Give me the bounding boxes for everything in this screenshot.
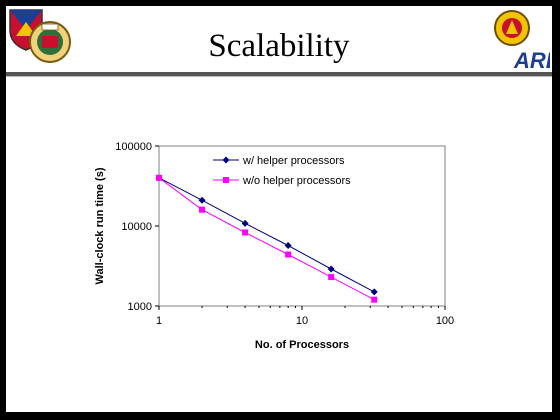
data-point-square bbox=[199, 206, 206, 213]
y-tick-label: 10000 bbox=[121, 221, 152, 233]
title-divider-shadow bbox=[6, 76, 552, 77]
legend-marker-square bbox=[223, 177, 229, 183]
legend-marker-diamond bbox=[222, 156, 230, 164]
data-point-square bbox=[156, 174, 162, 181]
data-point-square bbox=[285, 251, 292, 258]
y-tick-label: 100000 bbox=[115, 141, 152, 153]
army-research-lab-logo: ARL bbox=[494, 10, 550, 70]
slide: Scalability ARL bbox=[6, 6, 552, 412]
data-point-square bbox=[328, 274, 335, 281]
data-point-diamond bbox=[284, 242, 292, 250]
data-point-diamond bbox=[241, 219, 249, 227]
arl-logo-text: ARL bbox=[513, 48, 550, 70]
data-point-diamond bbox=[198, 196, 206, 204]
x-tick-label: 100 bbox=[436, 315, 454, 327]
data-point-diamond bbox=[327, 265, 335, 273]
x-axis-title: No. of Processors bbox=[255, 339, 349, 351]
slide-title: Scalability bbox=[208, 28, 350, 64]
data-point-square bbox=[371, 296, 378, 303]
y-tick-label: 1000 bbox=[128, 301, 152, 313]
plot-area bbox=[158, 145, 446, 307]
x-tick-label: 10 bbox=[296, 315, 308, 327]
series-line-1 bbox=[158, 177, 375, 293]
x-tick-label: 1 bbox=[156, 315, 162, 327]
data-point-diamond bbox=[370, 288, 378, 296]
legend-label-1: w/ helper processors bbox=[242, 155, 345, 167]
title-divider bbox=[6, 72, 552, 76]
data-point-square bbox=[242, 229, 249, 236]
y-axis-title: Wall-clock run time (s) bbox=[94, 167, 106, 284]
unit-seal-logo bbox=[29, 21, 71, 63]
series-line-2 bbox=[158, 177, 375, 301]
legend-label-2: w/o helper processors bbox=[242, 175, 351, 187]
